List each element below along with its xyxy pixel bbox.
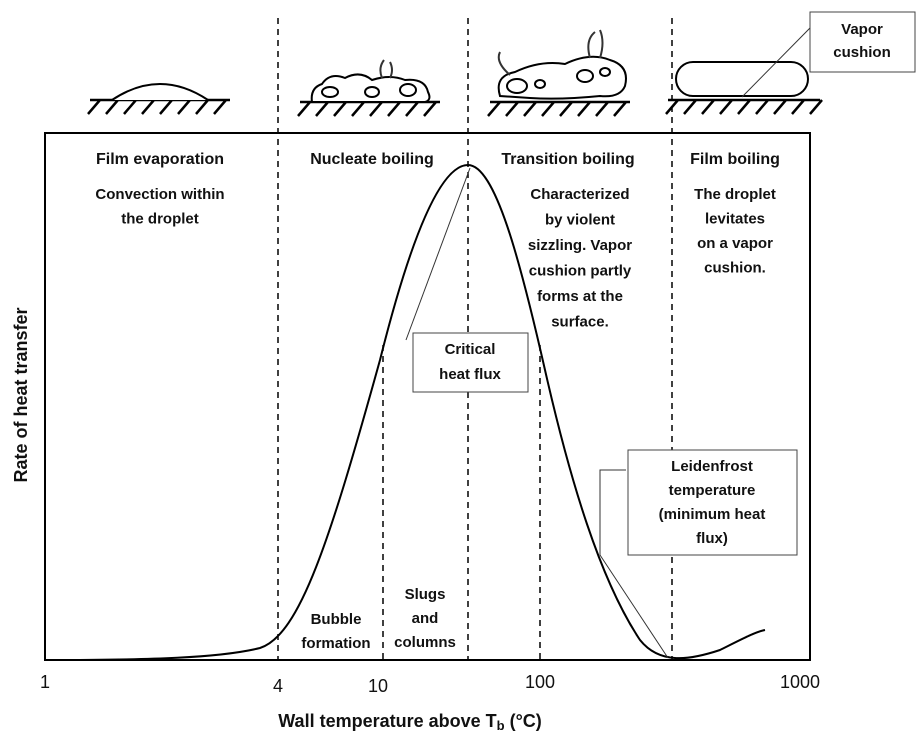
callout-text: heat flux — [439, 366, 501, 383]
region-description: sizzling. Vapor — [528, 237, 632, 254]
region-title: Transition boiling — [501, 151, 634, 168]
x-tick-label: 1 — [40, 672, 50, 692]
sub-region-label: columns — [394, 634, 456, 651]
region-description: cushion partly — [529, 262, 632, 279]
region-description: The droplet — [694, 186, 776, 203]
sub-region-label: formation — [301, 635, 370, 652]
callout-text: cushion — [833, 44, 891, 61]
leader-line — [406, 168, 470, 340]
region-description: Characterized — [530, 186, 629, 203]
x-ticks: 1 4 10 100 1000 — [40, 672, 820, 696]
callout-text: flux) — [696, 530, 728, 547]
region-title: Film boiling — [690, 151, 780, 168]
region-title: Film evaporation — [96, 151, 224, 168]
y-axis-label: Rate of heat transfer — [11, 307, 31, 482]
x-tick-label: 10 — [368, 676, 388, 696]
sub-region-label: Bubble — [311, 611, 362, 628]
illustrations — [88, 30, 822, 116]
region-description: levitates — [705, 210, 765, 227]
region-description: on a vapor — [697, 235, 773, 252]
boiling-curve-diagram: Rate of heat transfer Wall temperature a… — [0, 0, 921, 738]
region-description: Convection within — [95, 186, 224, 203]
x-tick-label: 1000 — [780, 672, 820, 692]
callout-text: Vapor — [841, 21, 883, 38]
region-description: the droplet — [121, 210, 199, 227]
sub-region-label: Slugs — [405, 586, 446, 603]
region-title: Nucleate boiling — [310, 151, 434, 168]
x-tick-label: 100 — [525, 672, 555, 692]
region-description: forms at the — [537, 288, 623, 305]
region-description: cushion. — [704, 259, 766, 276]
x-tick-label: 4 — [273, 676, 283, 696]
x-axis-label-text: Wall temperature above T — [278, 711, 496, 731]
callout-text: Critical — [445, 341, 496, 358]
callout-text: (minimum heat — [659, 506, 766, 523]
x-axis-label-subscript: b — [497, 718, 505, 733]
x-axis-label: Wall temperature above Tb (°C) — [278, 711, 542, 734]
x-axis-label-suffix: (°C) — [510, 711, 542, 731]
callout-text: temperature — [669, 482, 756, 499]
callout-text: Leidenfrost — [671, 458, 753, 475]
sub-region-label: and — [412, 610, 439, 627]
region-description: by violent — [545, 211, 615, 228]
region-description: surface. — [551, 313, 609, 330]
